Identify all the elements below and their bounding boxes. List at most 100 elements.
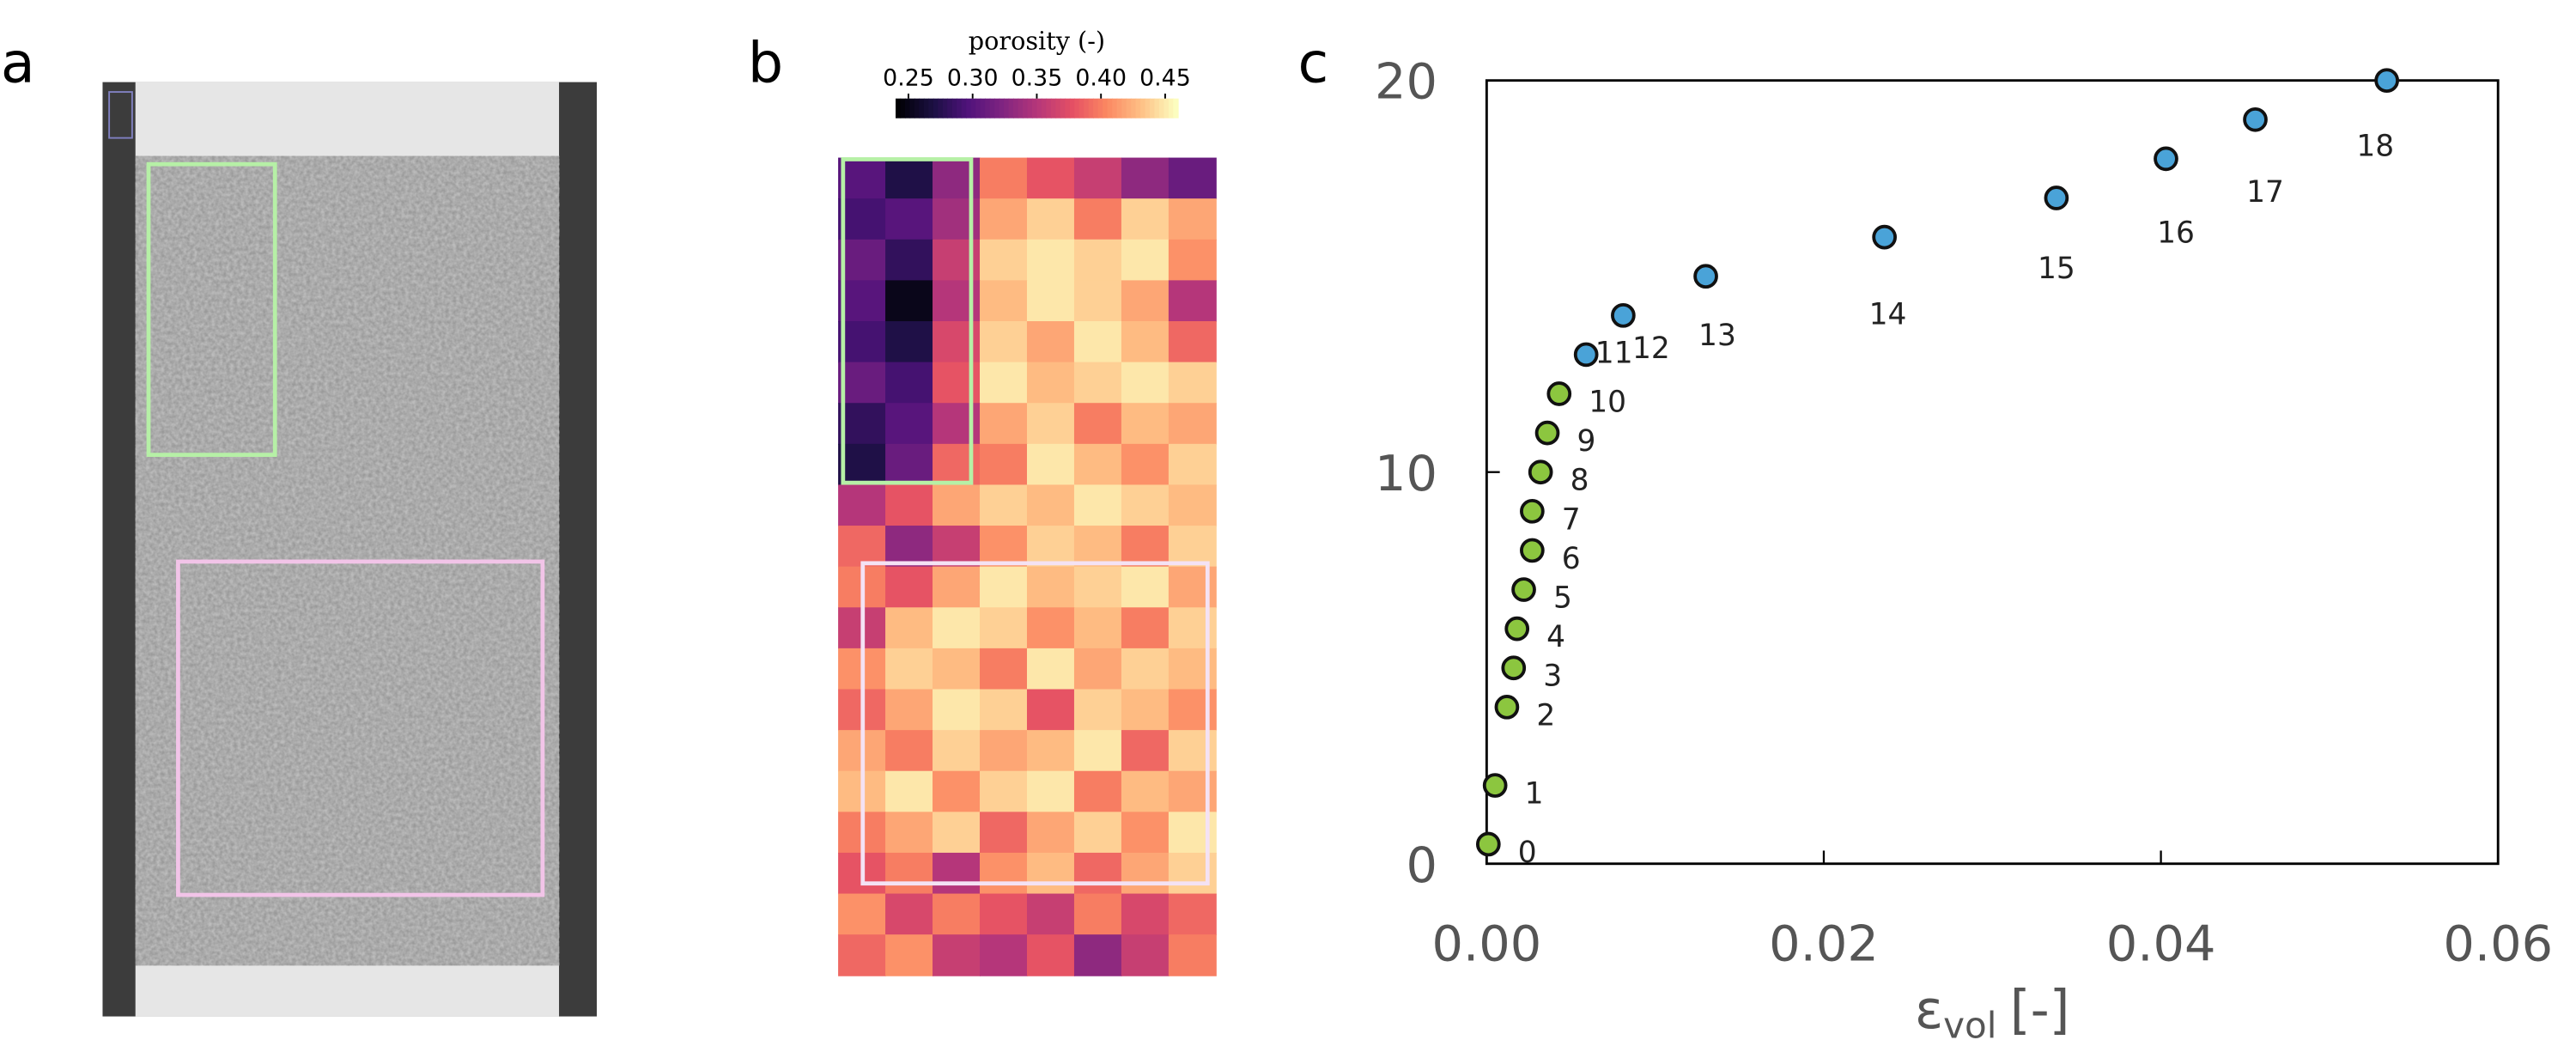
colorbar-swatch	[1088, 98, 1094, 119]
heatmap-cell	[885, 484, 933, 527]
heatmap-cell	[1026, 484, 1075, 527]
colorbar-swatch	[1097, 98, 1103, 119]
heatmap-cell	[933, 812, 981, 854]
heatmap-cell	[933, 770, 981, 813]
heatmap-cell	[838, 280, 887, 322]
heatmap-cell	[885, 239, 933, 282]
heatmap-cell	[933, 239, 981, 282]
data-point	[1611, 302, 1636, 328]
heatmap-cell	[1121, 484, 1170, 527]
panel-label: a	[1, 32, 35, 96]
colorbar-tick-label: 0.40	[1075, 64, 1127, 91]
colorbar-swatch	[904, 98, 911, 119]
heatmap-cell	[1026, 198, 1075, 240]
heatmap-cell	[1026, 566, 1075, 609]
x-axis-label-part: ε	[1915, 980, 1943, 1041]
colorbar-swatch	[1046, 98, 1052, 119]
heatmap-cell	[838, 443, 887, 486]
heatmap-cell	[885, 526, 933, 568]
data-point	[1482, 773, 1508, 798]
heatmap-cell	[933, 198, 981, 240]
point-label: 4	[1546, 620, 1565, 654]
point-label: 12	[1632, 331, 1670, 366]
colorbar-swatch	[980, 98, 986, 119]
colorbar-swatch	[1131, 98, 1137, 119]
data-point	[1504, 616, 1530, 642]
heatmap-cell	[1121, 362, 1170, 404]
heatmap-cell	[933, 730, 981, 772]
colorbar-swatch	[1065, 98, 1071, 119]
heatmap-cell	[885, 566, 933, 609]
colorbar-swatch	[1004, 98, 1010, 119]
heatmap-cell	[980, 852, 1028, 895]
colorbar-tick-label: 0.45	[1139, 64, 1191, 91]
heatmap-cell	[1168, 362, 1217, 404]
colorbar-swatch	[1168, 98, 1175, 119]
heatmap-cell	[838, 362, 887, 404]
heatmap-cell	[1073, 280, 1122, 322]
heatmap-cell	[1168, 198, 1217, 240]
heatmap-cell	[1073, 812, 1122, 854]
colorbar-swatch	[1107, 98, 1113, 119]
heatmap-cell	[838, 157, 887, 200]
colorbar-swatch	[1050, 98, 1057, 119]
colorbar-swatch	[1023, 98, 1029, 119]
colorbar-swatch	[1018, 98, 1024, 119]
heatmap-cell	[933, 443, 981, 486]
colorbar-swatch	[1055, 98, 1061, 119]
colorbar-swatch	[923, 98, 930, 119]
data-point	[2044, 185, 2069, 210]
point-label: 18	[2356, 130, 2394, 164]
heatmap-cell	[980, 321, 1028, 363]
heatmap-cell	[1073, 157, 1122, 200]
heatmap-cell	[885, 730, 933, 772]
colorbar-swatch	[1140, 98, 1146, 119]
colorbar-tick-label: 0.25	[883, 64, 934, 91]
colorbar-swatch	[900, 98, 906, 119]
data-point	[1494, 695, 1520, 720]
heatmap-cell	[980, 484, 1028, 527]
heatmap-cell	[933, 934, 981, 976]
heatmap-cell	[1168, 484, 1217, 527]
heatmap-cell	[838, 403, 887, 445]
heatmap-cell	[885, 934, 933, 976]
colorbar-swatch	[1145, 98, 1151, 119]
point-label: 10	[1589, 385, 1626, 419]
y-tick-label: 10	[1375, 445, 1437, 502]
colorbar-swatch	[989, 98, 995, 119]
heatmap-cell	[885, 852, 933, 895]
heatmap-cell	[1026, 607, 1075, 649]
heatmap-cell	[1073, 648, 1122, 690]
colorbar-swatch	[957, 98, 963, 119]
heatmap-cell	[933, 526, 981, 568]
heatmap-cell	[1073, 934, 1122, 976]
heatmap-cell	[1026, 689, 1075, 732]
heatmap-cell	[885, 893, 933, 936]
heatmap	[838, 157, 1217, 976]
heatmap-cell	[885, 321, 933, 363]
colorbar-swatch	[928, 98, 934, 119]
heatmap-cell	[1073, 770, 1122, 813]
heatmap-cell	[838, 934, 887, 976]
heatmap-cell	[1026, 157, 1075, 200]
heatmap-cell	[933, 321, 981, 363]
y-tick-label: 20	[1375, 53, 1437, 111]
heatmap-cell	[980, 566, 1028, 609]
colorbar-swatch	[1135, 98, 1141, 119]
x-axis-label: εvol [-]	[1915, 980, 2069, 1046]
colorbar: 0.25 0.30 0.35 0.40 0.45	[883, 64, 1191, 119]
colorbar-swatch	[1069, 98, 1076, 119]
panel-label: b	[748, 32, 783, 96]
heatmap-cell	[838, 239, 887, 282]
point-label: 0	[1518, 836, 1537, 870]
colorbar-swatch	[1027, 98, 1033, 119]
heatmap-cell	[980, 812, 1028, 854]
heatmap-cell	[1073, 321, 1122, 363]
heatmap-cell	[980, 280, 1028, 322]
point-label: 2	[1536, 698, 1555, 733]
heatmap-cell	[1073, 484, 1122, 527]
heatmap-cell	[980, 689, 1028, 732]
heatmap-cell	[1073, 443, 1122, 486]
heatmap-cell	[1168, 934, 1217, 976]
heatmap-cell	[1073, 852, 1122, 895]
